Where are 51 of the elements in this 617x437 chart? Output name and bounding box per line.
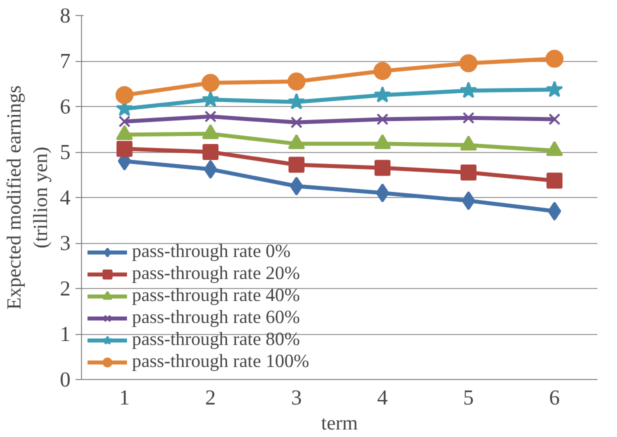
legend-label: pass-through rate 100% [132,351,310,373]
point [290,116,302,128]
legend-label: pass-through rate 40% [132,285,300,307]
point [546,172,562,189]
point [288,72,306,90]
x-tick-label: 3 [291,386,302,410]
point [546,50,564,68]
legend-label: pass-through rate 60% [132,307,300,329]
y-tick-label: 4 [60,186,71,210]
point [462,191,476,210]
point [288,92,306,110]
x-tick-label: 5 [463,386,474,410]
point [548,202,562,221]
point [202,74,220,92]
y-tick-label: 2 [60,276,71,300]
point [118,116,130,128]
y-tick-label: 0 [60,368,71,392]
point [374,86,392,103]
point [374,160,390,176]
y-tick-label: 3 [60,231,71,255]
legend-label: pass-through rate 20% [132,263,300,285]
x-tick-label: 2 [205,386,216,410]
point [460,82,478,98]
point [376,183,390,202]
point [202,144,218,160]
legend-label: pass-through rate 80% [132,329,300,351]
point [288,156,304,173]
x-axis-title: term [321,412,358,434]
point [116,86,134,104]
x-tick-label: 1 [119,386,130,410]
y-tick-label: 8 [60,4,71,28]
point [376,113,388,126]
point [116,140,132,157]
y-axis-title: Expected modified earnings (trillion yen) [3,85,52,310]
point [546,80,564,98]
point [460,164,476,180]
point [290,176,304,196]
point [548,113,560,126]
legend-label: pass-through rate 0% [132,241,291,263]
point [202,90,220,108]
point [462,112,474,124]
y-tick-label: 5 [60,140,71,164]
point [374,62,392,80]
x-tick-label: 4 [377,386,388,410]
y-tick-label: 1 [60,322,71,346]
point [460,54,478,72]
point [204,160,218,179]
point [204,110,216,122]
x-tick-label: 6 [549,386,560,410]
y-tick-label: 7 [60,49,71,73]
y-tick-label: 6 [60,94,71,118]
